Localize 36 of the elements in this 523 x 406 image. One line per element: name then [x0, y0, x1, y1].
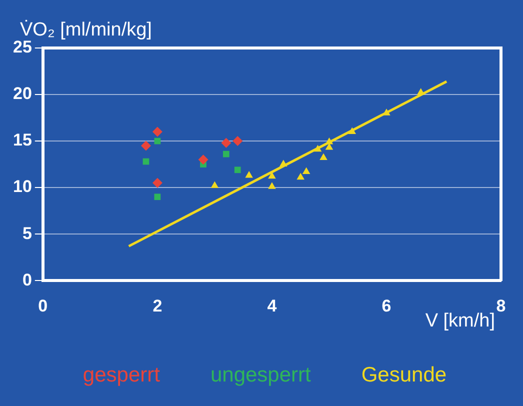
x-tick-label: 2	[152, 296, 162, 316]
point	[348, 127, 356, 134]
point	[152, 178, 162, 188]
point	[296, 172, 304, 180]
point	[222, 150, 230, 158]
point	[221, 138, 232, 148]
point	[325, 137, 334, 144]
x-tick-label: 0	[38, 296, 48, 316]
point	[232, 136, 243, 146]
point	[268, 182, 276, 189]
point	[382, 108, 390, 116]
x-tick-label: 4	[267, 296, 278, 316]
point	[210, 181, 219, 188]
text: gesperrt	[82, 363, 160, 386]
y-tick-label: 5	[22, 224, 32, 243]
point	[302, 167, 310, 174]
text: Gesunde	[361, 363, 447, 386]
point	[234, 166, 241, 174]
x-tick-label: 8	[496, 296, 506, 316]
y-tick-label: 0	[22, 270, 32, 290]
point	[314, 144, 322, 152]
text: ungesperrt	[210, 363, 312, 386]
point	[152, 126, 162, 137]
point	[245, 170, 253, 178]
y-tick-label: 10	[12, 177, 32, 196]
point	[154, 194, 161, 200]
y-tick-label: 20	[12, 84, 32, 104]
y-tick-label: 15	[12, 130, 32, 150]
x-tick-label: 6	[382, 296, 392, 316]
point	[280, 160, 288, 167]
point	[325, 143, 334, 150]
point	[140, 140, 151, 151]
x-axis-title: V [km/h]	[425, 310, 495, 332]
point	[198, 154, 208, 165]
point	[416, 88, 425, 95]
point	[320, 153, 328, 160]
